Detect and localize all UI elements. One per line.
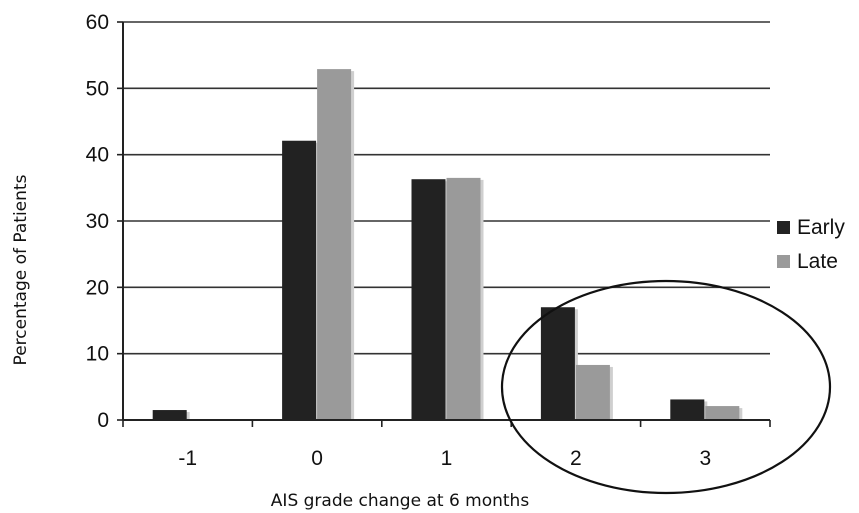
y-axis-label: Percentage of Patients [11,174,31,365]
bar-early--1 [152,410,187,420]
bar-late-2 [575,364,610,420]
bar-late-0 [317,69,352,420]
x-tick-label--1: -1 [178,447,197,470]
legend-swatch-late [777,255,790,268]
legend-label-early: Early [797,216,845,239]
bar-late-1 [446,177,481,420]
x-tick-label-1: 1 [441,447,453,470]
x-tick-label-0: 0 [311,447,323,470]
tick-labels: 0 10 20 30 40 50 60 -1 0 1 2 3 [86,11,712,470]
legend-label-late: Late [797,250,838,273]
y-tick-label-50: 50 [86,77,109,100]
y-tick-label-40: 40 [86,144,109,167]
x-tick-label-3: 3 [699,447,711,470]
bar-late-3 [705,406,740,420]
x-tick-label-2: 2 [570,447,582,470]
x-axis-label: AIS grade change at 6 months [271,491,530,511]
y-tick-label-60: 60 [86,11,109,34]
y-tick-label-20: 20 [86,276,109,299]
highlight-ellipse [500,279,832,495]
y-tick-label-0: 0 [97,409,109,432]
bar-early-2 [540,307,575,420]
bar-early-0 [282,140,317,420]
legend: Early Late [777,216,845,273]
bar-early-3 [670,399,705,420]
legend-swatch-early [777,221,790,234]
bars [152,69,743,420]
y-tick-label-30: 30 [86,210,109,233]
y-tick-label-10: 10 [86,343,109,366]
bar-early-1 [411,179,446,420]
